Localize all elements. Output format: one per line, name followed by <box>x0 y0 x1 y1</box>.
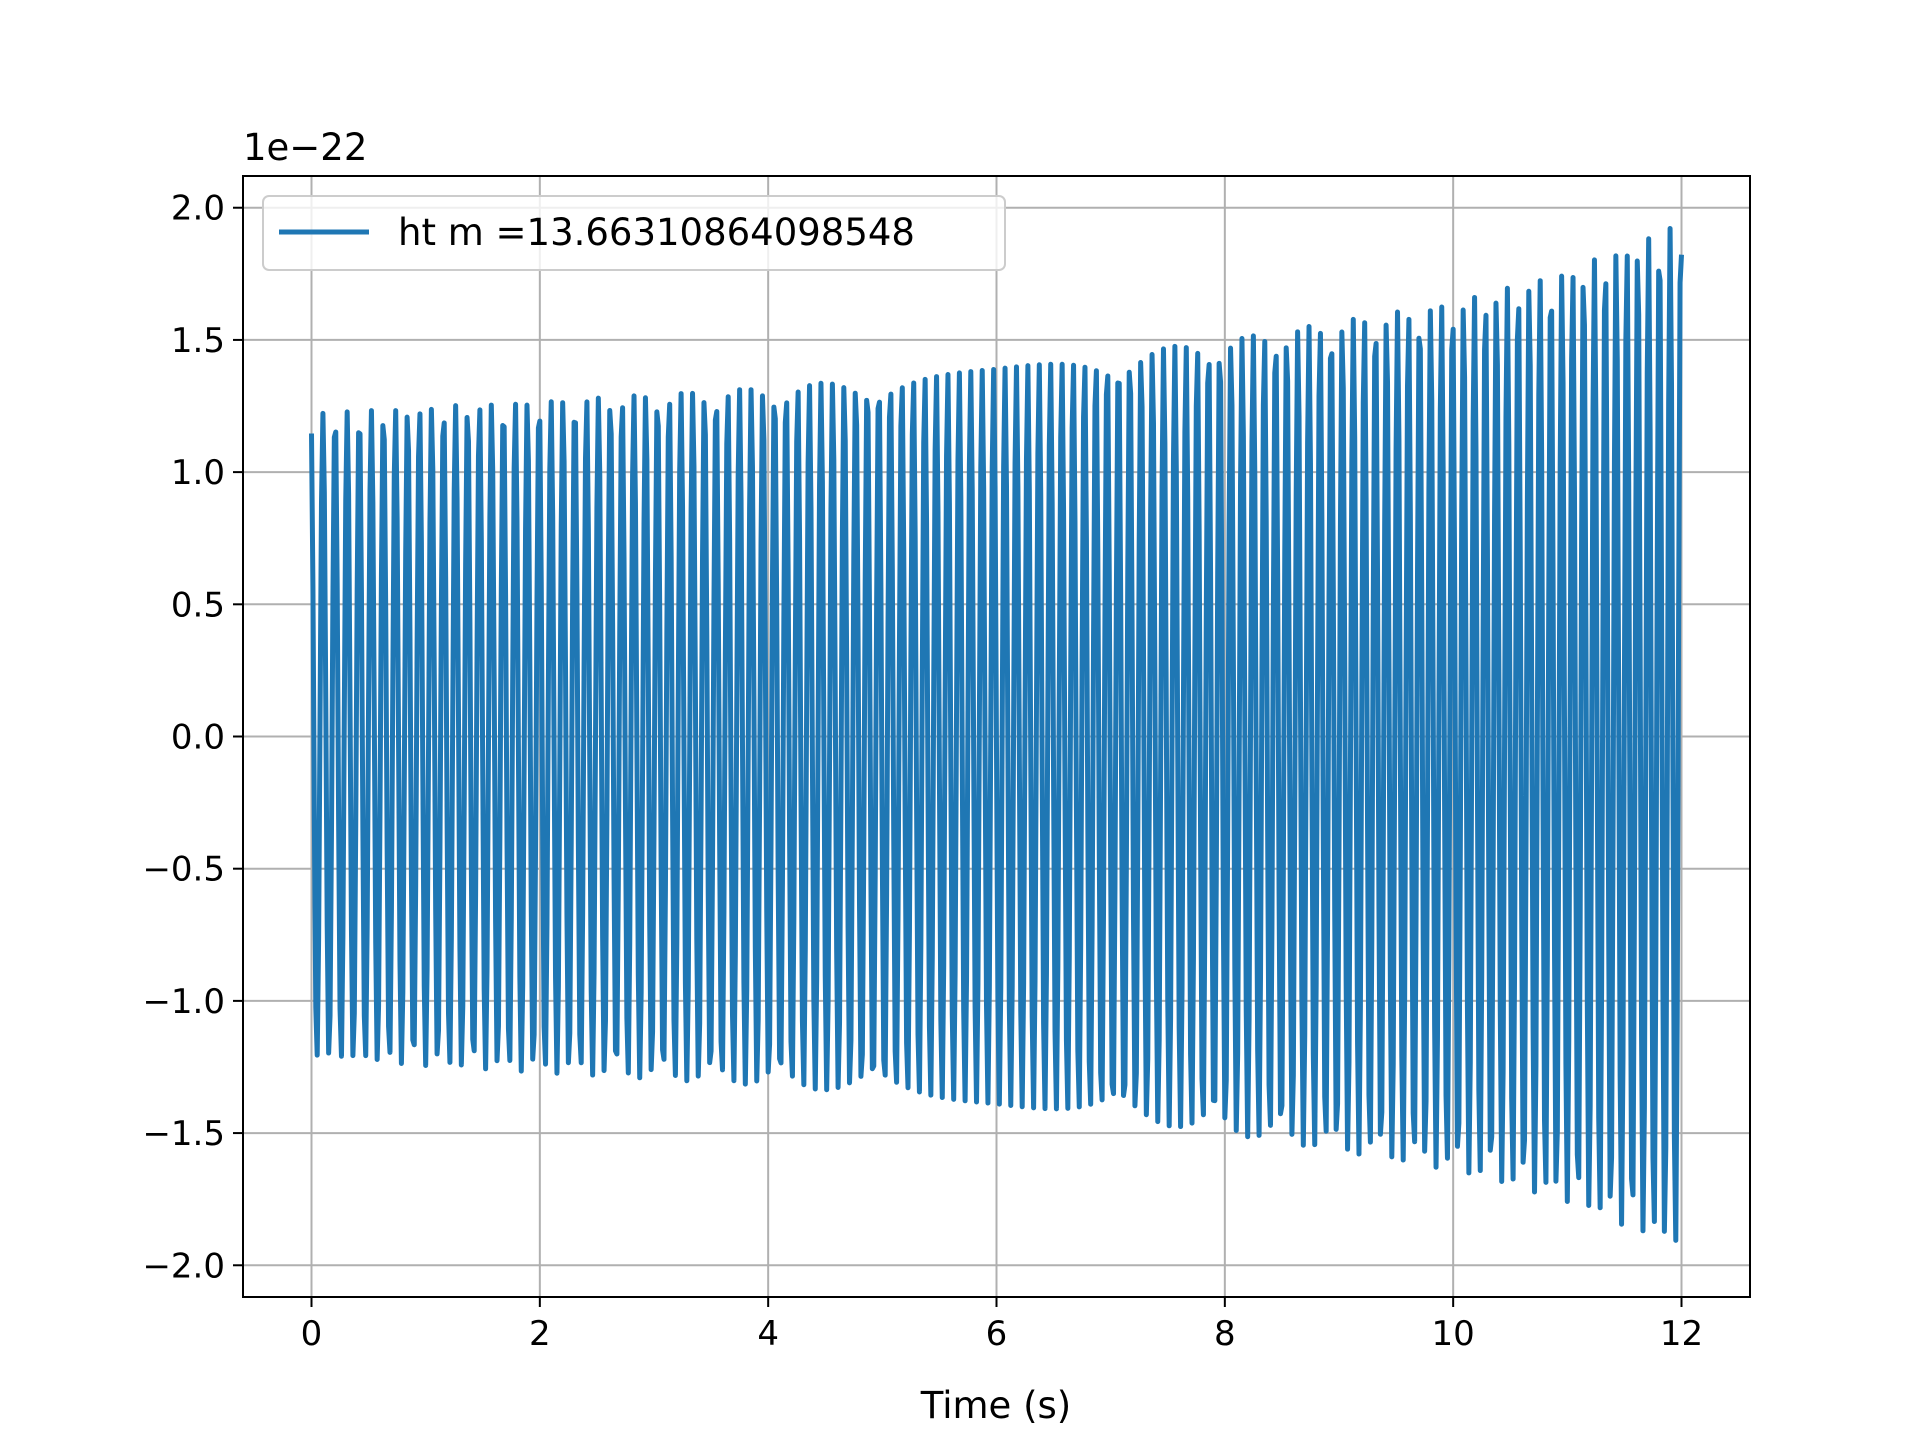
series-layer <box>309 225 1684 1243</box>
x-tick-label: 12 <box>1660 1314 1703 1354</box>
y-tick-label: 1.0 <box>171 453 225 493</box>
x-tick-label: 6 <box>986 1314 1008 1354</box>
x-tick-label: 8 <box>1214 1314 1236 1354</box>
series-line <box>309 225 1684 1243</box>
x-tick-label: 4 <box>757 1314 779 1354</box>
x-tick-label: 2 <box>529 1314 551 1354</box>
y-tick-label: −1.0 <box>142 982 225 1022</box>
legend-box <box>262 195 1006 271</box>
y-tick-label: −0.5 <box>142 850 225 890</box>
y-tick-label: −1.5 <box>142 1114 225 1154</box>
y-tick-label: 0.0 <box>171 718 225 758</box>
x-tick-label: 10 <box>1432 1314 1475 1354</box>
legend: ht m =13.66310864098548 <box>262 195 1006 271</box>
legend-entry-label: ht m =13.66310864098548 <box>398 211 915 254</box>
x-axis-label: Time (s) <box>920 1384 1071 1427</box>
y-offset-label: 1e−22 <box>243 126 367 169</box>
y-tick-label: 1.5 <box>171 321 225 361</box>
x-tick-label: 0 <box>301 1314 323 1354</box>
y-tick-label: 2.0 <box>171 189 225 229</box>
y-tick-label: −2.0 <box>142 1246 225 1286</box>
y-tick-label: 0.5 <box>171 585 225 625</box>
ticks: 0 2 4 6 8 10 12 2.0 1.5 1.0 0.5 0.0 −0.5 −1.0 −1.5 −2.0 <box>142 189 1703 1354</box>
